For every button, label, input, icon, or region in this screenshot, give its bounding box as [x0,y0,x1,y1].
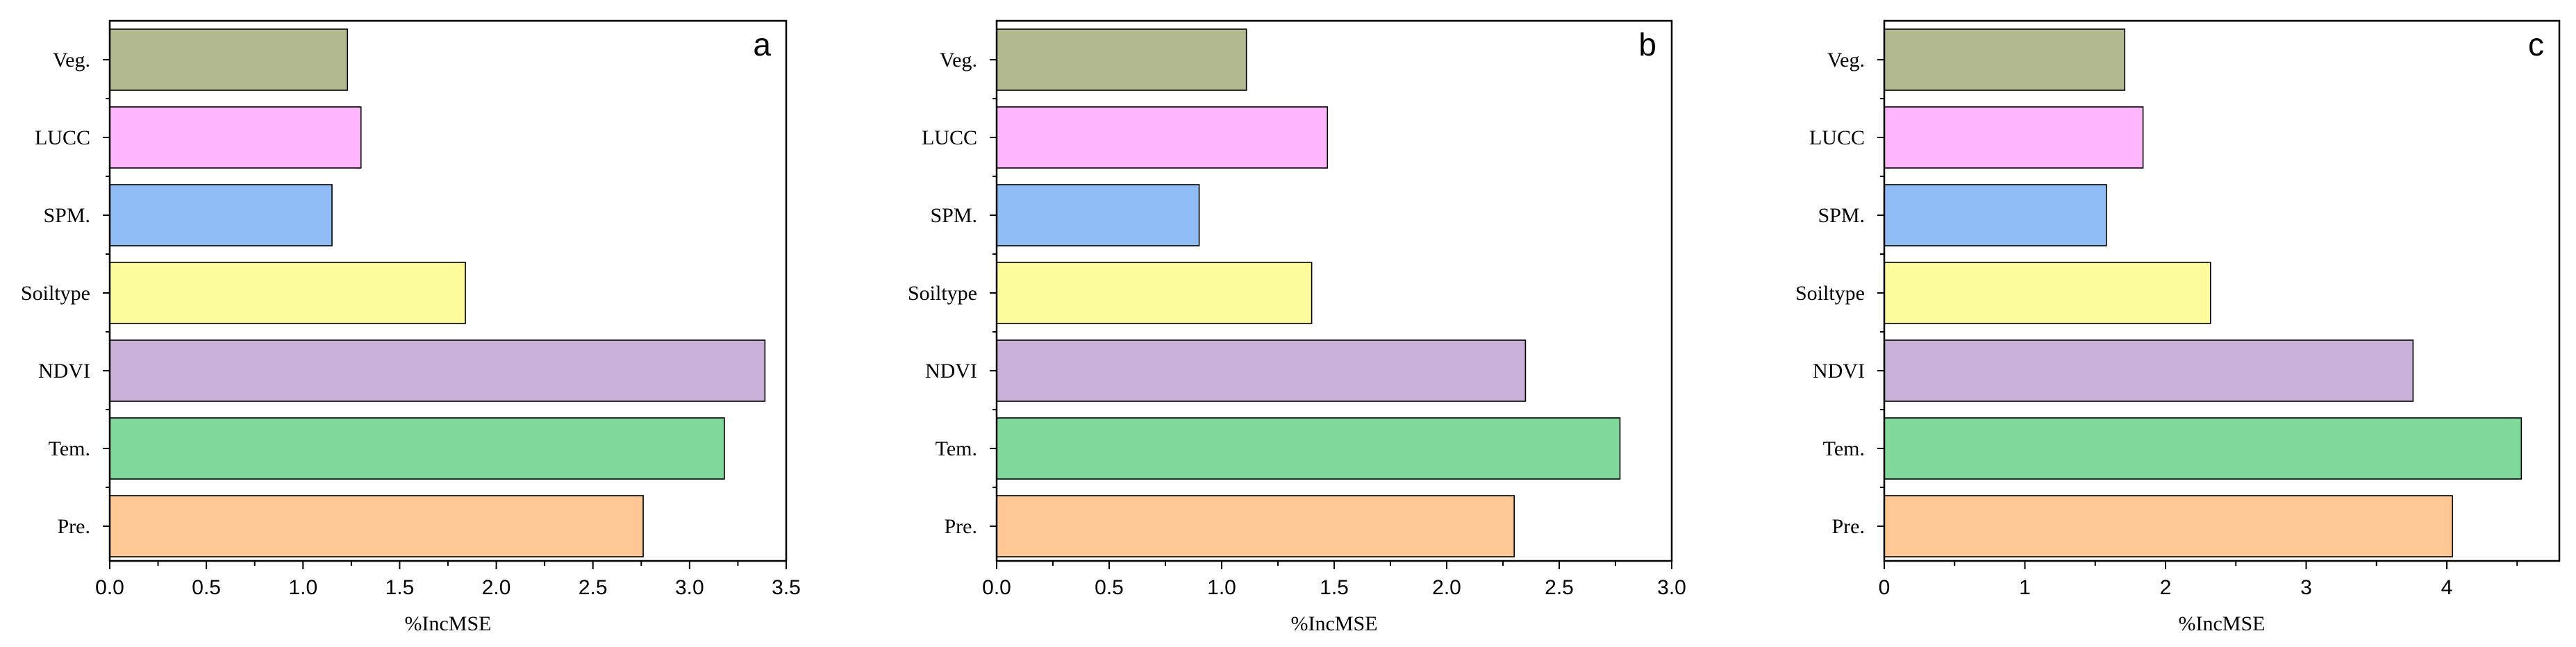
plot-frame [1883,19,2561,562]
x-tick-label: 2.0 [482,576,511,599]
x-tick-label: 2 [2160,576,2172,599]
bar-ndvi [1884,339,2414,402]
bar-lucc [109,106,362,169]
category-label: Pre. [945,515,978,538]
category-label: Soiltype [21,282,90,305]
x-tick-label: 3.0 [1657,576,1686,599]
x-axis-label: %IncMSE [2179,612,2266,635]
bar-soiltype [109,262,466,324]
x-axis-label: %IncMSE [1291,612,1378,635]
bar-soiltype [996,262,1313,324]
panel-b: Veg. LUCC SPM. Soiltype NDVI Tem. Pre. 0.0 0.5 1.… [908,19,1686,635]
x-tick-label: 1.5 [385,576,415,599]
bar-tem [996,417,1621,480]
bar-veg [1884,28,2126,91]
bar-tem [109,417,725,480]
bar-spm [109,184,333,246]
x-tick-label: 1.0 [288,576,317,599]
x-tick-label: 4 [2441,576,2453,599]
category-label: Tem. [1823,437,1865,460]
x-tick-label: 3 [2300,576,2312,599]
x-tick-label: 0.0 [982,576,1011,599]
category-label: SPM. [1818,204,1865,227]
x-axis-label: %IncMSE [405,612,492,635]
bar-tem [1884,417,2523,480]
x-tick-label: 0 [1879,576,1891,599]
bar-lucc [996,106,1329,169]
x-tick-label: 3.0 [675,576,704,599]
x-tick-label: 0.5 [192,576,221,599]
panel-a: Veg. LUCC SPM. Soiltype NDVI Tem. Pre. 0.0 0.5 1.… [21,19,801,635]
category-label: NDVI [38,360,90,383]
category-label: Soiltype [1795,282,1865,305]
category-label: Tem. [49,437,90,460]
panel-letter: c [2528,26,2544,62]
panel-c: Veg. LUCC SPM. Soiltype NDVI Tem. Pre. 0 1 2 3 4 %In… [1795,19,2561,635]
x-tick-label: 0.0 [95,576,124,599]
x-tick-label: 1 [2019,576,2031,599]
category-label: NDVI [1813,360,1865,383]
x-tick-label: 0.5 [1095,576,1124,599]
bar-spm [1884,184,2107,246]
x-tick-label: 2.5 [1545,576,1574,599]
bar-veg [109,28,349,91]
bar-lucc [1884,106,2144,169]
category-label: Tem. [936,437,977,460]
category-label: Pre. [1832,515,1865,538]
bar-ndvi [996,339,1527,402]
bar-pre [996,495,1515,557]
category-label: Soiltype [908,282,977,305]
x-tick-label: 1.0 [1207,576,1236,599]
category-label: Veg. [53,49,90,72]
bar-pre [1884,495,2453,557]
category-label: LUCC [922,126,977,149]
bar-spm [996,184,1200,246]
category-label: NDVI [925,360,977,383]
category-label: LUCC [35,126,90,149]
bar-ndvi [109,339,766,402]
bar-pre [109,495,644,557]
panel-letter: a [753,26,771,62]
panel-letter: b [1638,26,1656,62]
category-label: SPM. [930,204,977,227]
category-label: Veg. [1827,49,1865,72]
category-label: LUCC [1809,126,1865,149]
bar-veg [996,28,1247,91]
category-label: SPM. [43,204,90,227]
category-label: Pre. [58,515,91,538]
x-tick-label: 3.5 [772,576,801,599]
bar-soiltype [1884,262,2211,324]
x-tick-label: 2.5 [579,576,608,599]
category-label: Veg. [940,49,977,72]
x-tick-label: 1.5 [1320,576,1349,599]
x-tick-label: 2.0 [1432,576,1461,599]
